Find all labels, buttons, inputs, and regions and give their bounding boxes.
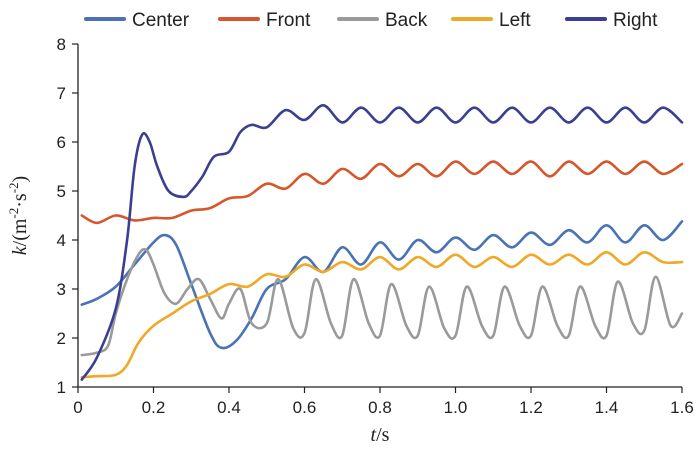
- y-tick-label: 8: [57, 35, 66, 54]
- y-axis-label-variable: k: [9, 245, 31, 255]
- series-line-front: [80, 160, 684, 225]
- x-axis-label: t/s: [371, 424, 390, 446]
- y-tick-label: 5: [57, 182, 66, 201]
- x-tick-label: 1.4: [595, 398, 619, 417]
- x-tick-label: 0.8: [368, 398, 392, 417]
- x-tick-label: 1.0: [444, 398, 468, 417]
- y-tick-label: 3: [57, 280, 66, 299]
- legend-label-left: Left: [499, 10, 531, 31]
- x-ticks: 0 0.2 0.4 0.6 0.8 1.0 1.2 1.4 1.6: [73, 387, 694, 417]
- y-axis-label-unit-close: ): [9, 176, 31, 183]
- series-line-right: [80, 104, 684, 381]
- y-tick-label: 2: [57, 329, 66, 348]
- y-axis-label-unit-mid: ·s: [9, 193, 31, 208]
- legend-label-front: Front: [266, 10, 311, 31]
- x-tick-label: 0.6: [293, 398, 317, 417]
- legend: Center Front Back Left Right: [84, 10, 658, 31]
- series-line-back: [80, 247, 684, 357]
- y-axis-label-exponent-2: -2: [6, 182, 21, 193]
- x-tick-label: 0.4: [217, 398, 241, 417]
- x-tick-label: 1.2: [519, 398, 543, 417]
- legend-label-center: Center: [132, 10, 190, 31]
- y-tick-label: 1: [57, 378, 66, 397]
- y-tick-label: 7: [57, 84, 66, 103]
- series-line-left: [80, 251, 684, 379]
- series-line-center: [80, 220, 684, 350]
- legend-label-right: Right: [613, 10, 658, 31]
- y-tick-label: 6: [57, 133, 66, 152]
- legend-label-back: Back: [385, 10, 428, 31]
- x-tick-label: 0: [73, 398, 82, 417]
- x-axis-label-variable: t: [371, 424, 377, 446]
- x-tick-label: 1.6: [670, 398, 694, 417]
- y-axis-label-exponent-1: -2: [6, 208, 21, 219]
- x-axis-label-unit: /s: [376, 424, 390, 446]
- y-axis-label-unit-open: /(m: [9, 218, 31, 246]
- y-ticks: 1 2 3 4 5 6 7 8: [57, 35, 78, 397]
- y-tick-label: 4: [57, 231, 66, 250]
- series-layer: [80, 104, 684, 381]
- y-axis-label: k/(m-2·s-2): [6, 176, 31, 255]
- x-tick-label: 0.2: [142, 398, 166, 417]
